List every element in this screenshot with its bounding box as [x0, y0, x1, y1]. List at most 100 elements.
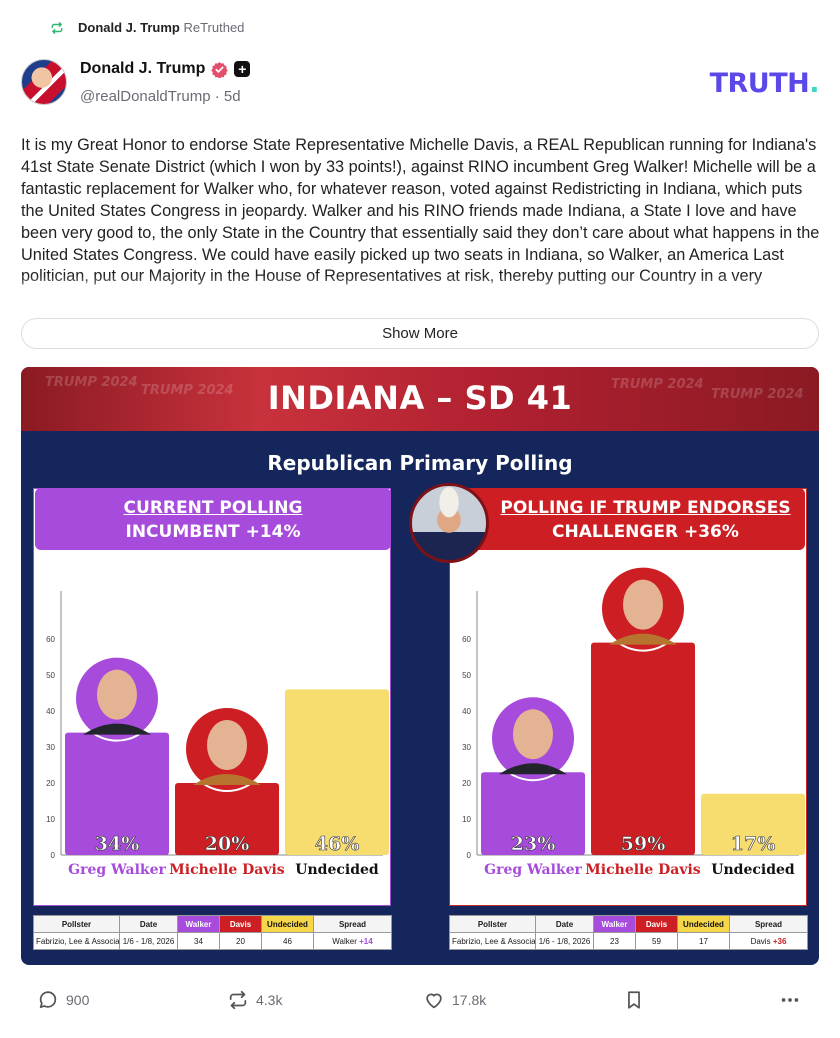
- category-label: Undecided: [295, 862, 379, 878]
- display-name[interactable]: Donald J. Trump: [80, 60, 206, 77]
- more-options-button[interactable]: [779, 985, 801, 1015]
- post-age[interactable]: · 5d: [214, 88, 241, 105]
- table-header: Date: [119, 915, 178, 933]
- banner-watermark: TRUMP 2024: [45, 375, 138, 390]
- current-polling-chart: 0 10 20 30 40 50 60 34% Greg Walker 20% Michelle D…: [35, 551, 389, 891]
- table-header: Walker: [593, 915, 636, 933]
- table-header: Davis: [635, 915, 678, 933]
- candidate-shoulders: [83, 723, 151, 735]
- table-header: Spread: [729, 915, 808, 933]
- verified-badge-icon: [211, 61, 229, 78]
- post-text: It is my Great Honor to endorse State Re…: [21, 135, 821, 303]
- trump-endorses-heading: POLLING IF TRUMP ENDORSES CHALLENGER +36…: [430, 488, 805, 550]
- spread-value: +14: [359, 936, 373, 946]
- bookmark-icon: [628, 991, 640, 1009]
- reply-icon: [39, 991, 57, 1009]
- graphic-title: INDIANA – SD 41: [267, 379, 573, 417]
- bar: [481, 772, 585, 855]
- table-cell: Fabrizio, Lee & Associates: [449, 932, 536, 950]
- y-tick-label: 20: [462, 779, 471, 788]
- category-label: Michelle Davis: [169, 862, 285, 878]
- y-tick-label: 0: [467, 851, 472, 860]
- bar-value-label: 20%: [205, 833, 250, 855]
- trump-portrait-photo: [409, 483, 489, 563]
- candidate-face: [513, 709, 553, 760]
- table-cell: 59: [635, 932, 678, 950]
- post-action-bar: 900 4.3k 17.8k: [21, 985, 821, 1015]
- y-tick-label: 40: [46, 707, 55, 716]
- show-more-button[interactable]: Show More: [21, 318, 819, 349]
- table-header: Spread: [313, 915, 392, 933]
- bar-chart-svg: 0 10 20 30 40 50 60 34% Greg Walker 20% Michelle D…: [46, 591, 389, 878]
- reply-button[interactable]: 900: [37, 985, 89, 1015]
- table-cell: 1/6 - 1/8, 2026: [119, 932, 178, 950]
- table-header-row: Pollster Date Walker Davis Undecided Spr…: [33, 915, 392, 933]
- y-tick-label: 50: [462, 671, 471, 680]
- bar-value-label: 46%: [315, 833, 360, 855]
- table-cell: 23: [593, 932, 636, 950]
- retruth-icon: [51, 21, 63, 34]
- bar: [65, 732, 169, 855]
- bookmark-button[interactable]: [623, 985, 645, 1015]
- retruth-label: ReTruthed: [183, 20, 245, 35]
- candidate-face: [97, 669, 137, 720]
- truth-brand-logo: TRUTH.: [709, 68, 820, 99]
- table-cell: Davis +36: [729, 932, 808, 950]
- table-cell: 1/6 - 1/8, 2026: [535, 932, 594, 950]
- y-tick-label: 30: [462, 743, 471, 752]
- table-header: Undecided: [677, 915, 730, 933]
- avatar[interactable]: [21, 59, 67, 105]
- y-tick-label: 60: [462, 635, 471, 644]
- reply-count: 900: [66, 992, 90, 1008]
- y-tick-label: 20: [46, 779, 55, 788]
- current-polling-heading: CURRENT POLLING INCUMBENT +14%: [35, 488, 391, 550]
- retruth-count: 4.3k: [256, 992, 283, 1008]
- more-icon: [781, 998, 799, 1002]
- y-tick-label: 60: [46, 635, 55, 644]
- bar-value-label: 17%: [731, 833, 776, 855]
- spread-name: Davis: [750, 936, 771, 946]
- brand-name: TRUTH: [709, 68, 810, 99]
- graphic-banner: TRUMP 2024 TRUMP 2024 TRUMP 2024 TRUMP 2…: [21, 367, 819, 431]
- bar-value-label: 34%: [95, 833, 140, 855]
- incumbent-lead: INCUMBENT +14%: [125, 522, 301, 542]
- table-header: Davis: [219, 915, 262, 933]
- candidate-shoulders: [609, 633, 677, 645]
- table-row: Fabrizio, Lee & Associates 1/6 - 1/8, 20…: [449, 932, 808, 950]
- post-header: Donald J. Trump + @realDonaldTrump · 5d …: [21, 59, 821, 109]
- challenger-lead: CHALLENGER +36%: [552, 522, 739, 542]
- trump-endorses-title: POLLING IF TRUMP ENDORSES: [500, 498, 791, 518]
- graphic-subtitle: Republican Primary Polling: [267, 451, 573, 475]
- bar: [175, 783, 279, 855]
- table-header: Date: [535, 915, 594, 933]
- like-count: 17.8k: [452, 992, 487, 1008]
- current-polling-title: CURRENT POLLING: [123, 498, 303, 518]
- table-cell: 17: [677, 932, 730, 950]
- candidate-shoulders: [193, 774, 261, 785]
- like-button[interactable]: 17.8k: [423, 985, 486, 1015]
- bar: [285, 689, 389, 855]
- handle[interactable]: @realDonaldTrump: [80, 88, 211, 105]
- plus-badge-icon: +: [234, 61, 251, 77]
- post-media-image[interactable]: TRUMP 2024 TRUMP 2024 TRUMP 2024 TRUMP 2…: [21, 367, 819, 965]
- table-cell: Fabrizio, Lee & Associates: [33, 932, 120, 950]
- retruth-indicator[interactable]: Donald J. Trump ReTruthed: [50, 20, 244, 35]
- bar: [701, 793, 805, 855]
- category-label: Greg Walker: [484, 862, 582, 878]
- banner-watermark: TRUMP 2024: [711, 387, 804, 402]
- category-label: Greg Walker: [68, 862, 166, 878]
- banner-watermark: TRUMP 2024: [141, 383, 234, 398]
- table-cell: Walker +14: [313, 932, 392, 950]
- table-header: Walker: [177, 915, 220, 933]
- retruth-button[interactable]: 4.3k: [227, 985, 282, 1015]
- spread-value: +36: [772, 936, 787, 946]
- retruth-author[interactable]: Donald J. Trump: [78, 20, 180, 35]
- current-polling-table: Pollster Date Walker Davis Undecided Spr…: [33, 915, 392, 950]
- brand-dot: .: [809, 68, 819, 99]
- y-tick-label: 50: [46, 671, 55, 680]
- table-cell: 34: [177, 932, 220, 950]
- y-tick-label: 40: [462, 707, 471, 716]
- category-label: Undecided: [711, 862, 795, 878]
- table-header: Undecided: [261, 915, 314, 933]
- bar: [591, 642, 695, 855]
